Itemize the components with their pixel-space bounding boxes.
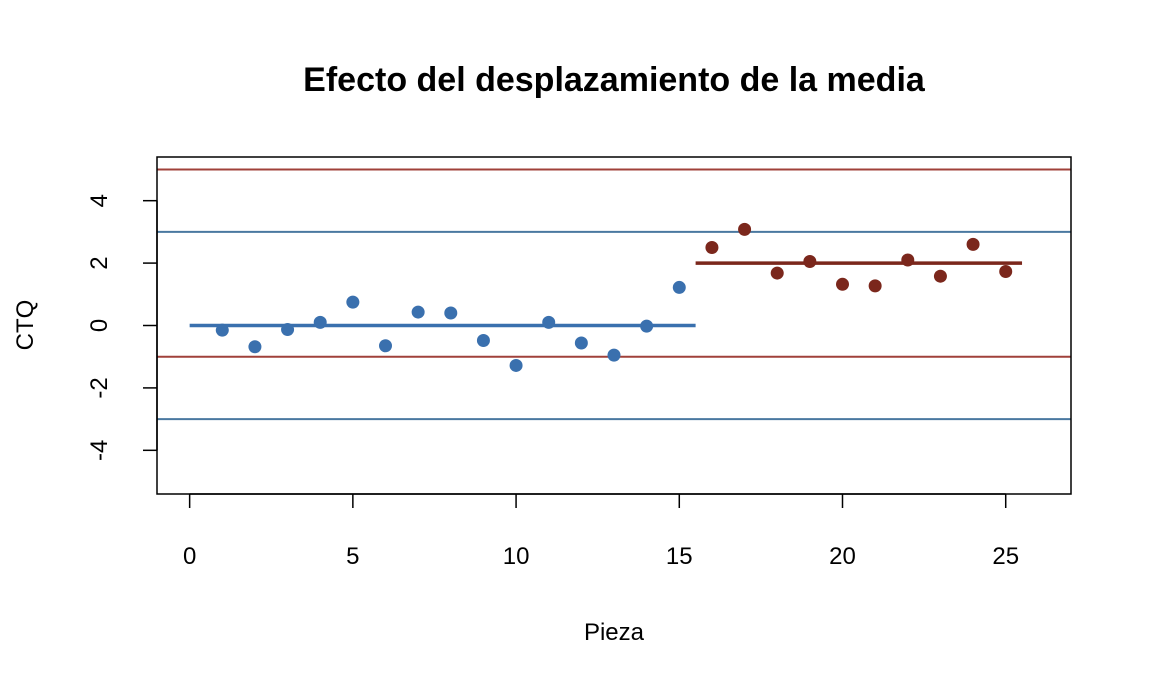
x-tick-label: 0 [183,543,196,570]
data-point [411,305,425,319]
y-axis: -4 -2 0 2 4 [86,194,158,461]
x-tick-label: 5 [346,543,359,570]
data-point [476,333,490,347]
data-point [281,323,295,337]
x-tick-label: 20 [829,543,856,570]
data-point [640,319,654,333]
x-tick-label: 10 [503,543,530,570]
data-point [738,222,752,236]
data-point [999,265,1013,279]
data-point [901,253,915,267]
y-tick-label: -4 [86,440,113,461]
data-point [770,266,784,280]
y-tick-label: -2 [86,377,113,398]
data-point [509,358,523,372]
y-axis-label: CTQ [12,300,39,351]
y-tick-label: 0 [86,319,113,332]
data-points [215,222,1013,372]
mean-segments [189,261,1023,328]
data-point [933,269,947,283]
x-axis-label: Pieza [584,619,645,646]
y-tick-label: 2 [86,256,113,269]
x-tick-label: 15 [666,543,693,570]
data-point [803,255,817,269]
x-axis: 0 5 10 15 20 25 [183,493,1019,570]
data-point [868,279,882,293]
data-point [444,306,458,320]
chart-title: Efecto del desplazamiento de la media [303,61,926,99]
data-point [542,315,556,329]
data-point [672,280,686,294]
reference-lines [157,168,1071,421]
data-point [607,348,621,362]
data-point [313,315,327,329]
x-tick-label: 25 [992,543,1019,570]
data-point [836,277,849,291]
data-point [346,295,360,309]
data-point [705,240,719,254]
data-point [966,237,980,251]
data-point [379,339,392,353]
data-point [248,340,262,354]
data-point [574,336,588,350]
data-point [215,323,229,337]
y-tick-label: 4 [86,194,113,207]
